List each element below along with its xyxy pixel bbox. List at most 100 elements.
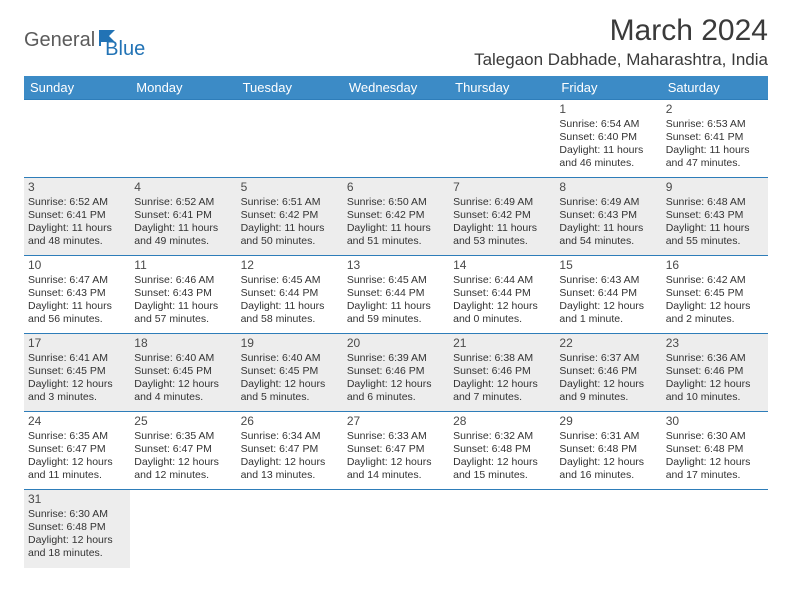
daylight1-text: Daylight: 11 hours [134, 222, 232, 235]
sunset-text: Sunset: 6:43 PM [666, 209, 764, 222]
sunrise-text: Sunrise: 6:31 AM [559, 430, 657, 443]
daylight1-text: Daylight: 12 hours [28, 378, 126, 391]
sunset-text: Sunset: 6:46 PM [559, 365, 657, 378]
sunrise-text: Sunrise: 6:49 AM [559, 196, 657, 209]
day-number: 30 [666, 414, 764, 429]
daylight1-text: Daylight: 12 hours [347, 456, 445, 469]
title-block: March 2024 Talegaon Dabhade, Maharashtra… [474, 14, 768, 70]
daylight1-text: Daylight: 11 hours [453, 222, 551, 235]
calendar-cell: 10Sunrise: 6:47 AMSunset: 6:43 PMDayligh… [24, 256, 130, 334]
month-title: March 2024 [474, 14, 768, 48]
daylight2-text: and 1 minute. [559, 313, 657, 326]
daylight2-text: and 0 minutes. [453, 313, 551, 326]
calendar-cell: 31Sunrise: 6:30 AMSunset: 6:48 PMDayligh… [24, 490, 130, 568]
location-subtitle: Talegaon Dabhade, Maharashtra, India [474, 50, 768, 70]
sunrise-text: Sunrise: 6:52 AM [134, 196, 232, 209]
day-number: 12 [241, 258, 339, 273]
daylight2-text: and 50 minutes. [241, 235, 339, 248]
day-number: 23 [666, 336, 764, 351]
sunset-text: Sunset: 6:44 PM [241, 287, 339, 300]
calendar-cell: 15Sunrise: 6:43 AMSunset: 6:44 PMDayligh… [555, 256, 661, 334]
day-number: 21 [453, 336, 551, 351]
sunrise-text: Sunrise: 6:42 AM [666, 274, 764, 287]
sunrise-text: Sunrise: 6:35 AM [134, 430, 232, 443]
daylight2-text: and 53 minutes. [453, 235, 551, 248]
sunset-text: Sunset: 6:45 PM [666, 287, 764, 300]
day-number: 10 [28, 258, 126, 273]
calendar-cell: 26Sunrise: 6:34 AMSunset: 6:47 PMDayligh… [237, 412, 343, 490]
sunset-text: Sunset: 6:44 PM [453, 287, 551, 300]
sunrise-text: Sunrise: 6:49 AM [453, 196, 551, 209]
daylight2-text: and 46 minutes. [559, 157, 657, 170]
sunrise-text: Sunrise: 6:51 AM [241, 196, 339, 209]
day-number: 24 [28, 414, 126, 429]
daylight2-text: and 57 minutes. [134, 313, 232, 326]
calendar-cell: 20Sunrise: 6:39 AMSunset: 6:46 PMDayligh… [343, 334, 449, 412]
daylight1-text: Daylight: 12 hours [666, 456, 764, 469]
sunrise-text: Sunrise: 6:50 AM [347, 196, 445, 209]
day-number: 9 [666, 180, 764, 195]
daylight2-text: and 3 minutes. [28, 391, 126, 404]
daylight2-text: and 48 minutes. [28, 235, 126, 248]
calendar-cell: 11Sunrise: 6:46 AMSunset: 6:43 PMDayligh… [130, 256, 236, 334]
day-header: Sunday [24, 76, 130, 100]
day-number: 26 [241, 414, 339, 429]
sunrise-text: Sunrise: 6:53 AM [666, 118, 764, 131]
sunrise-text: Sunrise: 6:32 AM [453, 430, 551, 443]
daylight1-text: Daylight: 12 hours [559, 300, 657, 313]
sunrise-text: Sunrise: 6:46 AM [134, 274, 232, 287]
calendar-week-row: 24Sunrise: 6:35 AMSunset: 6:47 PMDayligh… [24, 412, 768, 490]
calendar-cell: 29Sunrise: 6:31 AMSunset: 6:48 PMDayligh… [555, 412, 661, 490]
daylight1-text: Daylight: 11 hours [241, 300, 339, 313]
calendar-cell: 12Sunrise: 6:45 AMSunset: 6:44 PMDayligh… [237, 256, 343, 334]
day-header: Wednesday [343, 76, 449, 100]
daylight2-text: and 12 minutes. [134, 469, 232, 482]
daylight2-text: and 16 minutes. [559, 469, 657, 482]
calendar-cell: 6Sunrise: 6:50 AMSunset: 6:42 PMDaylight… [343, 178, 449, 256]
day-header: Tuesday [237, 76, 343, 100]
calendar-cell: 30Sunrise: 6:30 AMSunset: 6:48 PMDayligh… [662, 412, 768, 490]
calendar-cell: 24Sunrise: 6:35 AMSunset: 6:47 PMDayligh… [24, 412, 130, 490]
sunset-text: Sunset: 6:48 PM [28, 521, 126, 534]
daylight1-text: Daylight: 12 hours [241, 378, 339, 391]
day-number: 6 [347, 180, 445, 195]
brand-logo: General Blue [24, 20, 145, 61]
calendar-cell: 7Sunrise: 6:49 AMSunset: 6:42 PMDaylight… [449, 178, 555, 256]
calendar-page: General Blue March 2024 Talegaon Dabhade… [0, 0, 792, 582]
sunset-text: Sunset: 6:45 PM [28, 365, 126, 378]
calendar-cell: 16Sunrise: 6:42 AMSunset: 6:45 PMDayligh… [662, 256, 768, 334]
sunrise-text: Sunrise: 6:36 AM [666, 352, 764, 365]
daylight1-text: Daylight: 12 hours [28, 534, 126, 547]
day-header-row: Sunday Monday Tuesday Wednesday Thursday… [24, 76, 768, 100]
day-number: 31 [28, 492, 126, 507]
sunrise-text: Sunrise: 6:40 AM [134, 352, 232, 365]
calendar-cell [24, 100, 130, 178]
daylight1-text: Daylight: 11 hours [347, 222, 445, 235]
day-header: Saturday [662, 76, 768, 100]
daylight2-text: and 15 minutes. [453, 469, 551, 482]
daylight1-text: Daylight: 12 hours [666, 378, 764, 391]
sunset-text: Sunset: 6:40 PM [559, 131, 657, 144]
calendar-cell: 9Sunrise: 6:48 AMSunset: 6:43 PMDaylight… [662, 178, 768, 256]
sunset-text: Sunset: 6:45 PM [241, 365, 339, 378]
page-header: General Blue March 2024 Talegaon Dabhade… [24, 14, 768, 70]
calendar-cell: 25Sunrise: 6:35 AMSunset: 6:47 PMDayligh… [130, 412, 236, 490]
daylight2-text: and 17 minutes. [666, 469, 764, 482]
calendar-cell: 2Sunrise: 6:53 AMSunset: 6:41 PMDaylight… [662, 100, 768, 178]
daylight1-text: Daylight: 12 hours [559, 378, 657, 391]
daylight1-text: Daylight: 11 hours [347, 300, 445, 313]
calendar-cell: 8Sunrise: 6:49 AMSunset: 6:43 PMDaylight… [555, 178, 661, 256]
sunset-text: Sunset: 6:43 PM [134, 287, 232, 300]
daylight1-text: Daylight: 12 hours [453, 378, 551, 391]
day-number: 19 [241, 336, 339, 351]
day-number: 28 [453, 414, 551, 429]
day-number: 14 [453, 258, 551, 273]
calendar-week-row: 17Sunrise: 6:41 AMSunset: 6:45 PMDayligh… [24, 334, 768, 412]
day-number: 29 [559, 414, 657, 429]
day-number: 2 [666, 102, 764, 117]
daylight2-text: and 6 minutes. [347, 391, 445, 404]
sunrise-text: Sunrise: 6:41 AM [28, 352, 126, 365]
sunset-text: Sunset: 6:44 PM [559, 287, 657, 300]
sunset-text: Sunset: 6:46 PM [453, 365, 551, 378]
sunrise-text: Sunrise: 6:48 AM [666, 196, 764, 209]
